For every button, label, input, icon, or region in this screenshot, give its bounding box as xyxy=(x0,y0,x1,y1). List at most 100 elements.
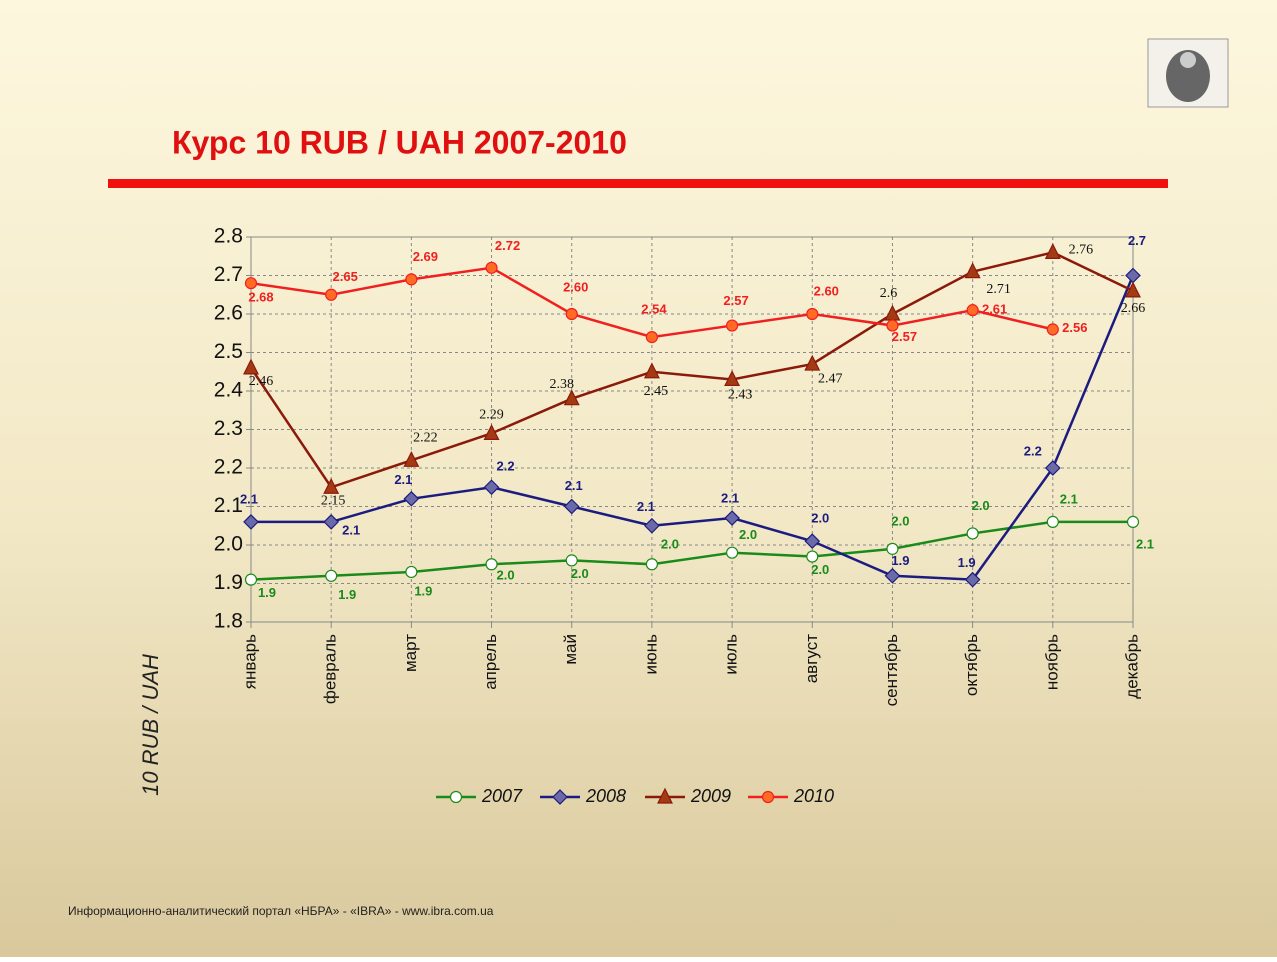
data-label: 2.46 xyxy=(249,374,274,389)
x-tick-label: январь xyxy=(240,634,259,689)
data-label: 2.1 xyxy=(1136,536,1154,551)
marker-point xyxy=(403,450,420,467)
data-label: 2.60 xyxy=(814,283,839,298)
marker-point xyxy=(244,277,258,290)
marker-point xyxy=(405,565,418,579)
y-tick-label: 2.8 xyxy=(214,225,243,248)
y-tick-label: 1.8 xyxy=(214,610,243,633)
data-label: 2.57 xyxy=(892,329,917,344)
data-label: 1.9 xyxy=(338,587,356,602)
data-label: 2.61 xyxy=(982,302,1007,317)
logo xyxy=(1147,38,1229,108)
y-tick-label: 2.7 xyxy=(214,263,243,286)
marker-legend xyxy=(761,790,775,804)
data-label: 2.1 xyxy=(342,522,360,537)
marker-point xyxy=(806,550,819,563)
x-tick-label: июль xyxy=(722,634,741,675)
marker-point xyxy=(565,554,578,567)
data-label: 1.9 xyxy=(958,555,976,570)
y-tick-label: 2.4 xyxy=(214,379,244,402)
x-tick-label: декабрь xyxy=(1122,634,1141,699)
data-label: 2.45 xyxy=(644,384,669,399)
data-label: 2.2 xyxy=(497,459,515,474)
data-label: 2.68 xyxy=(248,290,273,305)
x-tick-label: ноябрь xyxy=(1042,634,1061,690)
marker-point xyxy=(323,477,340,494)
footer: Информационно-аналитический портал «НБРА… xyxy=(68,904,494,918)
marker-point xyxy=(1044,243,1061,259)
marker-point xyxy=(1044,460,1061,476)
y-tick-label: 2.1 xyxy=(214,494,243,517)
marker-point xyxy=(886,542,899,555)
legend-label: 2009 xyxy=(690,786,731,806)
y-tick-label: 2.6 xyxy=(214,302,243,325)
title-rule xyxy=(108,179,1168,188)
marker-legend xyxy=(657,787,673,804)
legend-label: 2008 xyxy=(585,786,626,806)
data-label: 2.0 xyxy=(811,562,829,577)
marker-point xyxy=(563,389,580,406)
data-label: 2.2 xyxy=(1024,443,1042,458)
marker-point xyxy=(485,558,498,571)
data-label: 2.15 xyxy=(321,493,346,508)
marker-point xyxy=(483,479,500,496)
marker-point xyxy=(485,261,498,274)
data-label: 2.71 xyxy=(986,282,1011,297)
y-axis-label: 10 RUB / UAH xyxy=(138,654,163,796)
data-label: 2.22 xyxy=(413,431,438,446)
y-tick-label: 2.5 xyxy=(214,340,243,363)
marker-point xyxy=(483,424,500,440)
data-label: 2.1 xyxy=(637,499,655,514)
data-label: 2.1 xyxy=(721,490,739,505)
marker-point xyxy=(565,307,578,321)
data-label: 2.69 xyxy=(413,249,438,264)
y-tick-label: 1.9 xyxy=(214,571,243,594)
data-label: 1.9 xyxy=(258,585,276,600)
marker-point xyxy=(724,510,740,526)
data-label: 2.1 xyxy=(565,478,583,493)
marker-point xyxy=(243,514,259,530)
marker-point xyxy=(966,304,979,317)
data-label: 2.7 xyxy=(1128,233,1146,248)
data-label: 2.0 xyxy=(497,568,515,583)
marker-point xyxy=(964,262,981,279)
marker-point xyxy=(1046,515,1059,529)
data-label: 2.43 xyxy=(728,388,753,403)
marker-point xyxy=(1126,515,1140,529)
x-tick-label: апрель xyxy=(481,634,500,690)
series-line xyxy=(250,520,1133,581)
y-tick-label: 2.0 xyxy=(214,533,243,556)
marker-legend xyxy=(449,790,463,804)
marker-point xyxy=(724,370,741,387)
marker-point xyxy=(644,517,660,534)
x-tick-label: май xyxy=(561,634,580,665)
data-label: 2.0 xyxy=(739,527,757,542)
marker-point xyxy=(806,307,819,321)
marker-point xyxy=(1125,281,1141,298)
marker-point xyxy=(325,288,338,301)
x-tick-label: октябрь xyxy=(962,634,981,696)
marker-point xyxy=(886,319,899,332)
data-label: 2.56 xyxy=(1062,320,1087,335)
marker-point xyxy=(725,546,739,559)
data-label: 2.29 xyxy=(479,408,504,423)
data-label: 2.72 xyxy=(495,238,520,253)
data-label: 2.1 xyxy=(240,491,258,506)
y-tick-label: 2.3 xyxy=(214,417,243,440)
data-label: 2.1 xyxy=(394,472,412,487)
marker-point xyxy=(804,533,821,549)
chart-title: Курс 10 RUB / UAH 2007-2010 xyxy=(172,124,627,160)
data-label: 2.0 xyxy=(661,537,679,552)
data-label: 2.76 xyxy=(1069,243,1094,258)
marker-point xyxy=(1046,323,1059,336)
data-label: 2.38 xyxy=(549,377,574,392)
marker-legend xyxy=(552,789,568,805)
data-label: 2.1 xyxy=(1060,491,1078,506)
data-label: 2.65 xyxy=(333,269,358,284)
data-label: 2.60 xyxy=(563,279,588,294)
data-label: 1.9 xyxy=(414,583,432,598)
marker-point xyxy=(643,362,660,379)
